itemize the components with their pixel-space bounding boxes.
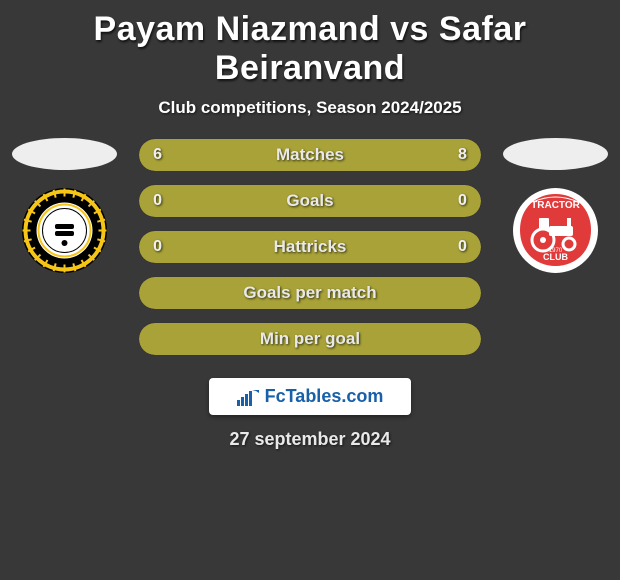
stat-value-left: 0 [153,238,162,256]
stat-row: Min per goal [138,322,482,356]
stat-label: Hattricks [274,237,347,257]
player-right-photo [503,138,608,170]
player-left [10,138,118,273]
player-left-photo [12,138,117,170]
svg-text:1970: 1970 [549,248,563,254]
date: 27 september 2024 [229,429,390,450]
stat-label: Goals [286,191,333,211]
stat-row: Goals 0 0 [138,184,482,218]
stat-value-left: 6 [153,146,162,164]
stat-row: Hattricks 0 0 [138,230,482,264]
stat-label: Min per goal [260,329,360,349]
stat-value-right: 0 [458,238,467,256]
club-badge-left [22,188,107,273]
stat-value-right: 8 [458,146,467,164]
stat-value-left: 0 [153,192,162,210]
stat-value-right: 0 [458,192,467,210]
main-row: Matches 6 8 Goals 0 0 Hattricks 0 0 Goals per mat… [0,138,620,356]
tractor-badge-icon: TRACTOR CLUB 1970 [513,188,598,273]
subtitle: Club competitions, Season 2024/2025 [0,92,620,138]
stat-row: Goals per match [138,276,482,310]
stats-column: Matches 6 8 Goals 0 0 Hattricks 0 0 Goals per mat… [138,138,482,356]
footer: FcTables.com 27 september 2024 [0,378,620,450]
comparison-card: Payam Niazmand vs Safar Beiranvand Club … [0,0,620,450]
branding-badge[interactable]: FcTables.com [209,378,412,415]
player-right: TRACTOR CLUB 1970 [502,138,610,273]
club-badge-right: TRACTOR CLUB 1970 [513,188,598,273]
svg-text:TRACTOR: TRACTOR [532,200,581,211]
chart-icon [237,388,259,406]
stat-label: Goals per match [243,283,376,303]
branding-text: FcTables.com [265,386,384,407]
page-title: Payam Niazmand vs Safar Beiranvand [0,0,620,92]
sepahan-badge-icon [22,188,107,273]
stat-label: Matches [276,145,344,165]
stat-row: Matches 6 8 [138,138,482,172]
